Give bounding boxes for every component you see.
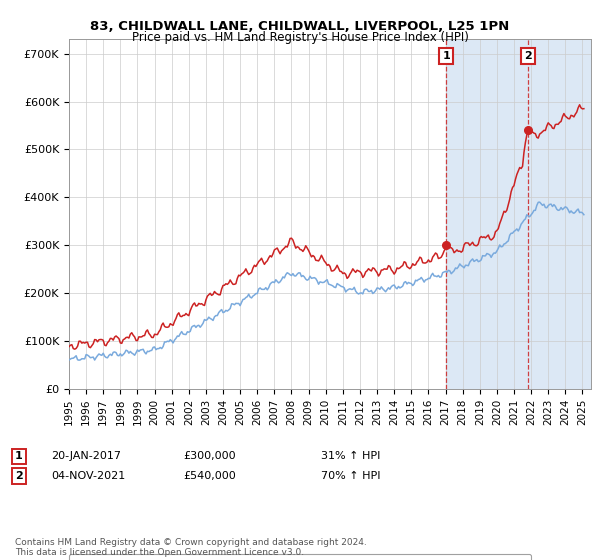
Legend: 83, CHILDWALL LANE, CHILDWALL,  LIVERPOOL,  L25 1PN (detached house), HPI: Avera: 83, CHILDWALL LANE, CHILDWALL, LIVERPOOL… (69, 554, 531, 560)
Text: 20-JAN-2017: 20-JAN-2017 (51, 451, 121, 461)
Text: 04-NOV-2021: 04-NOV-2021 (51, 471, 125, 481)
Text: 1: 1 (15, 451, 23, 461)
Text: Price paid vs. HM Land Registry's House Price Index (HPI): Price paid vs. HM Land Registry's House … (131, 31, 469, 44)
Bar (446, 39, 591, 389)
Text: £300,000: £300,000 (183, 451, 236, 461)
Text: 83, CHILDWALL LANE, CHILDWALL, LIVERPOOL, L25 1PN: 83, CHILDWALL LANE, CHILDWALL, LIVERPOOL… (91, 20, 509, 32)
Text: £540,000: £540,000 (183, 471, 236, 481)
Text: 1: 1 (443, 51, 450, 61)
Text: 2: 2 (15, 471, 23, 481)
Text: 70% ↑ HPI: 70% ↑ HPI (321, 471, 380, 481)
Text: 2: 2 (524, 51, 532, 61)
Text: Contains HM Land Registry data © Crown copyright and database right 2024.
This d: Contains HM Land Registry data © Crown c… (15, 538, 367, 557)
Text: 31% ↑ HPI: 31% ↑ HPI (321, 451, 380, 461)
